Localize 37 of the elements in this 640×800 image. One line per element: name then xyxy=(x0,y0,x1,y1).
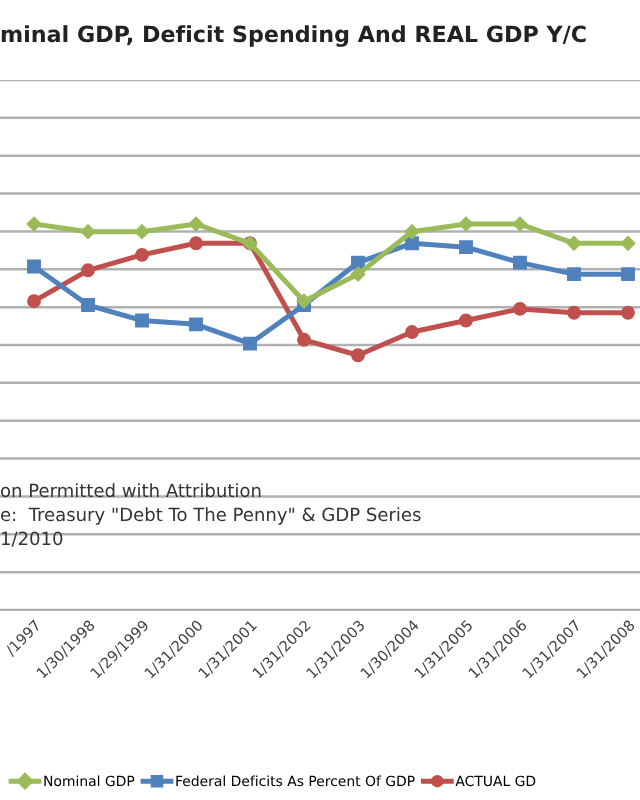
point xyxy=(513,301,527,316)
point xyxy=(135,247,149,262)
point xyxy=(297,332,311,347)
point xyxy=(512,216,528,232)
point xyxy=(296,293,312,309)
point xyxy=(404,224,420,239)
annotation: e: Treasury "Debt To The Penny" & GDP Series xyxy=(1,507,421,525)
point xyxy=(134,224,150,239)
chart-title: minal GDP, Deficit Spending And REAL GDP Y/C xyxy=(1,25,586,47)
point xyxy=(567,305,581,320)
point xyxy=(567,267,581,282)
point xyxy=(243,336,257,351)
point xyxy=(621,267,635,282)
point xyxy=(513,255,527,270)
point xyxy=(459,313,473,328)
point xyxy=(135,313,149,328)
point xyxy=(458,216,474,232)
point xyxy=(26,216,42,232)
point xyxy=(27,294,41,309)
point xyxy=(351,348,365,363)
annotation: on Permitted with Attribution xyxy=(1,483,261,498)
point xyxy=(188,216,204,232)
point xyxy=(621,305,635,320)
point xyxy=(81,298,95,312)
point xyxy=(566,236,582,251)
point xyxy=(405,236,419,251)
point xyxy=(80,224,96,239)
point xyxy=(189,317,203,332)
point xyxy=(27,259,41,274)
point xyxy=(81,263,95,278)
point xyxy=(351,255,365,270)
point xyxy=(350,266,366,282)
annotation: 1/2010 xyxy=(1,531,63,547)
point xyxy=(405,325,419,340)
point xyxy=(620,236,636,251)
point xyxy=(189,236,203,251)
point xyxy=(459,240,473,255)
